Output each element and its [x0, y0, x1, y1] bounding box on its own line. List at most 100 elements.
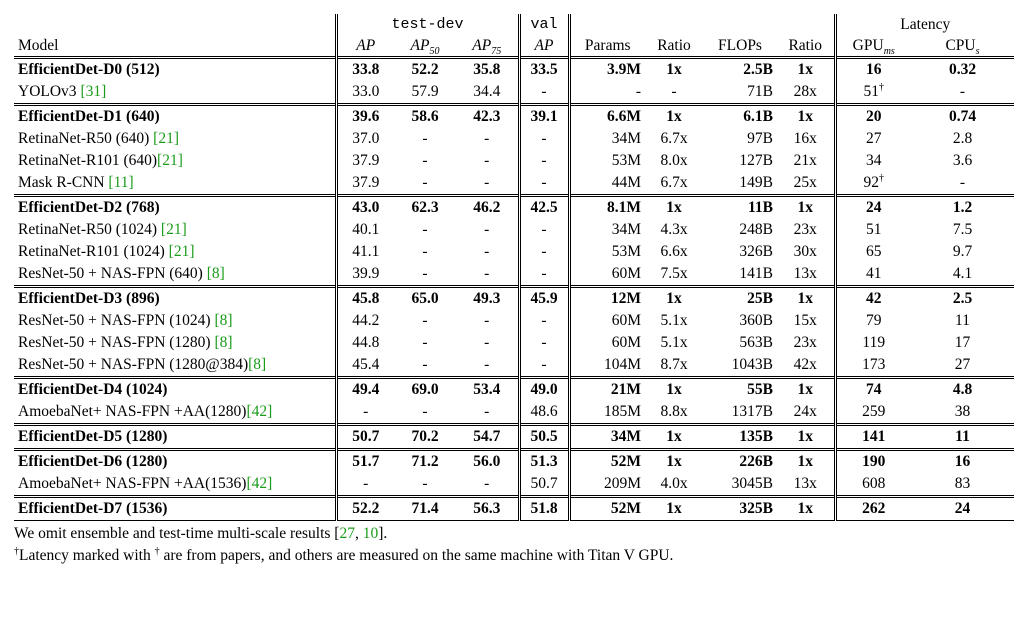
cell-model: EfficientDet-D6 (1280) — [14, 448, 336, 473]
cell-params: 44M — [567, 172, 645, 196]
cell-model: ResNet-50 + NAS-FPN (1024) [8] — [18, 312, 233, 329]
cell-ap75: - — [484, 356, 490, 373]
cell-ap75: - — [484, 334, 490, 351]
header-flops: FLOPs — [718, 37, 762, 54]
cell-model: AmoebaNet+ NAS-FPN +AA(1536)[42] — [18, 475, 273, 492]
cell-ratio-flops: 1x — [777, 495, 835, 521]
cell-ap: 44.8 — [334, 332, 394, 354]
cell-params: 34M — [567, 423, 645, 450]
cell-flops: 1317B — [731, 403, 773, 420]
citation-link[interactable]: [8] — [214, 312, 233, 329]
cell-gpu: 41 — [833, 263, 911, 287]
cell-ratio-params: 6.6x — [660, 243, 688, 260]
header-test-dev: test-dev — [334, 14, 519, 35]
cell-ap75: 42.3 — [456, 103, 519, 128]
header-gpu: GPUms — [833, 35, 911, 58]
cell-ap75: - — [484, 475, 490, 492]
citation-link[interactable]: [42] — [246, 403, 273, 420]
header-ap50: AP50 — [410, 37, 440, 58]
citation-link[interactable]: [21] — [157, 152, 183, 169]
cell-ap: 37.0 — [334, 128, 394, 150]
cell-val-ap: 51.3 — [517, 448, 569, 473]
cell-val-ap: 50.7 — [517, 473, 569, 497]
cell-ratio-flops: 23x — [793, 221, 817, 238]
cell-ap: 44.2 — [334, 310, 394, 332]
cell-params: 8.1M — [567, 194, 645, 219]
cell-ratio-params: 8.7x — [660, 356, 688, 373]
cell-ap75: 34.4 — [473, 83, 501, 100]
citation-link[interactable]: [8] — [206, 265, 225, 282]
citation-link[interactable]: [21] — [160, 221, 187, 238]
cell-ratio-params: 1x — [645, 495, 703, 521]
cell-model: RetinaNet-R101 (640)[21] — [18, 152, 183, 169]
cell-val-ap: - — [517, 332, 569, 354]
cell-gpu: 173 — [833, 354, 911, 378]
cell-cpu: - — [959, 83, 966, 100]
header-empty — [14, 14, 336, 35]
citation-link[interactable]: [8] — [248, 356, 267, 373]
cell-ratio-flops: 1x — [777, 103, 835, 128]
cell-model: RetinaNet-R101 (1024) [21] — [18, 243, 195, 260]
cell-gpu: 51† — [833, 81, 911, 105]
table-row: EfficientDet-D4 (1024) 49.4 69.0 53.4 49.0 21… — [14, 376, 1015, 401]
citation-link[interactable]: [8] — [214, 334, 233, 351]
citation-link[interactable]: [11] — [108, 174, 134, 191]
cell-ratio-flops: 1x — [777, 194, 835, 219]
header-model: Model — [18, 37, 59, 54]
table-row: AmoebaNet+ NAS-FPN +AA(1536)[42] - - - 50.7 2… — [14, 473, 1014, 497]
header-cpu: CPUs — [945, 37, 980, 58]
citation-link[interactable]: [31] — [80, 83, 107, 100]
table-row: EfficientDet-D3 (896) 45.8 65.0 49.3 45.9 12M… — [14, 285, 1015, 310]
cell-ap: 51.7 — [334, 448, 394, 473]
cell-gpu: 34 — [833, 150, 911, 172]
cell-ap: 49.4 — [334, 376, 394, 401]
cell-ap75: 46.2 — [456, 194, 519, 219]
cell-flops: 1043B — [731, 356, 773, 373]
cell-model: EfficientDet-D5 (1280) — [14, 423, 336, 450]
citation-link[interactable]: [42] — [246, 475, 273, 492]
citation-link[interactable]: [21] — [153, 130, 179, 147]
cell-ap75: 56.3 — [456, 495, 519, 521]
cell-ratio-params: 5.1x — [660, 312, 688, 329]
cell-ap50: - — [422, 265, 428, 282]
cell-ap50: 65.0 — [394, 285, 456, 310]
cell-cpu: 1.2 — [911, 194, 1015, 219]
cell-ap: 45.8 — [334, 285, 394, 310]
cell-gpu: 262 — [833, 495, 911, 521]
cell-params: 34M — [567, 219, 645, 241]
header-ap75: AP75 — [472, 37, 502, 58]
cell-ap: 40.1 — [334, 219, 394, 241]
cell-params: - — [567, 81, 645, 105]
header-ap: AP — [334, 35, 394, 58]
cell-ap: 37.9 — [334, 150, 394, 172]
cell-ratio-params: 5.1x — [660, 334, 688, 351]
citation-link[interactable]: [21] — [168, 243, 195, 260]
cell-gpu: 42 — [833, 285, 911, 310]
header-val: val — [517, 14, 569, 35]
cell-model: ResNet-50 + NAS-FPN (640) [8] — [18, 265, 225, 282]
cell-ap: 50.7 — [334, 423, 394, 450]
cell-val-ap: - — [517, 172, 569, 196]
table-row: AmoebaNet+ NAS-FPN +AA(1280)[42] - - -48.6 1… — [14, 401, 1014, 425]
cell-params: 34M — [567, 128, 645, 150]
cell-cpu: 3.6 — [952, 152, 973, 169]
dagger-mark: † — [879, 81, 884, 93]
cell-cpu: 7.5 — [952, 221, 973, 238]
cell-flops: 226B — [703, 448, 777, 473]
cell-gpu: 92† — [833, 172, 911, 196]
cell-params: 60M — [567, 263, 645, 287]
cell-ratio-flops: 30x — [793, 243, 817, 260]
cell-ap50: 57.9 — [411, 83, 439, 100]
cell-gpu: 119 — [833, 332, 911, 354]
table-row: ResNet-50 + NAS-FPN (1024) [8] 44.2- - -60M… — [14, 310, 1014, 332]
cell-val-ap: - — [517, 219, 569, 241]
cell-gpu: 608 — [833, 473, 911, 497]
cell-val-ap: - — [517, 150, 569, 172]
cell-ap50: - — [422, 221, 428, 238]
cell-ap: 33.8 — [334, 56, 394, 81]
cell-gpu: 74 — [833, 376, 911, 401]
cell-params: 60M — [567, 310, 645, 332]
cell-ratio-flops: 13x — [793, 265, 817, 282]
cell-ap75: - — [484, 403, 490, 420]
cell-flops: 563B — [739, 334, 773, 351]
